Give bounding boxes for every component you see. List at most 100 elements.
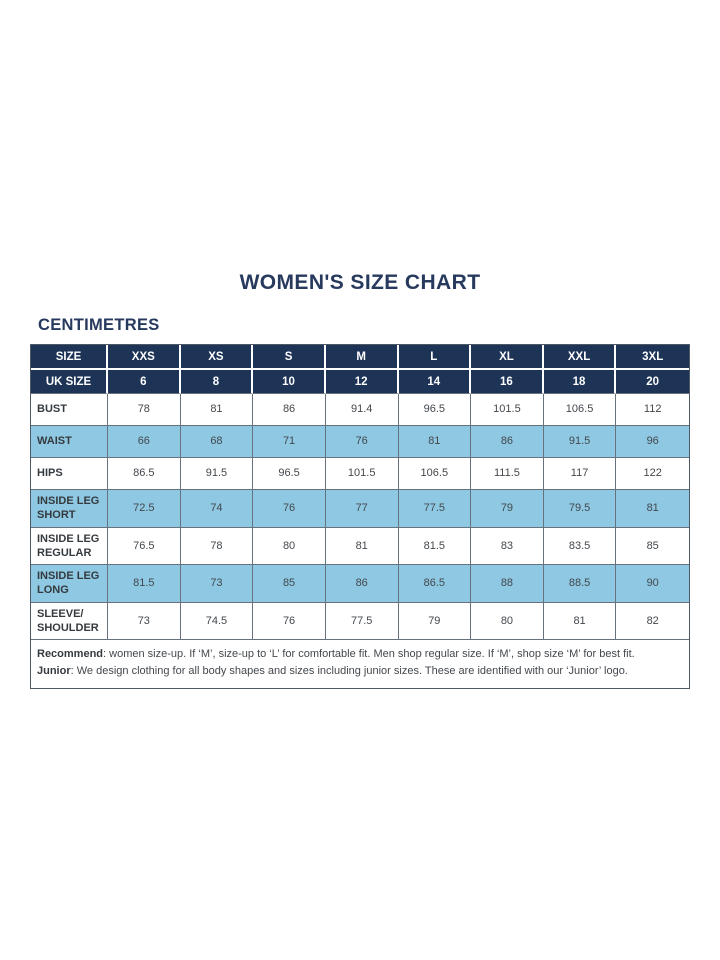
- size-header-label: SIZE: [31, 345, 108, 370]
- size-chart-content: WOMEN'S SIZE CHART CENTIMETRES SIZE XXS XS…: [30, 271, 690, 690]
- size-value-cell: 72.5: [108, 490, 181, 528]
- size-chart-table-container: SIZE XXS XS S M L XL XXL 3XL UK SIZE 6 8 10 12 14 16 18…: [30, 344, 690, 690]
- table-row: BUST 78 81 86 91.4 96.5 101.5 106.5 112: [31, 394, 689, 426]
- size-value-cell: 86.5: [108, 458, 181, 490]
- size-value-cell: 122: [616, 458, 689, 490]
- table-row: INSIDE LEG REGULAR 76.5 78 80 81 81.5 83 83.5 85: [31, 527, 689, 566]
- size-value-cell: 106.5: [398, 458, 472, 490]
- size-value-cell: 78: [108, 394, 181, 426]
- size-value-cell: 76: [325, 426, 399, 458]
- size-value-cell: 88: [471, 565, 544, 603]
- uk-size-value: 18: [543, 370, 617, 394]
- size-value-cell: 81: [325, 527, 399, 566]
- size-value-cell: 76: [253, 602, 326, 641]
- size-value-cell: 73: [108, 602, 181, 641]
- uk-size-value: 10: [253, 370, 326, 394]
- footnote-row: Recommend: women size-up. If ‘M’, size-u…: [31, 640, 689, 689]
- size-value-cell: 80: [253, 527, 326, 566]
- size-column-header: S: [253, 345, 326, 370]
- size-value-cell: 96: [616, 426, 689, 458]
- size-value-cell: 91.5: [180, 458, 254, 490]
- row-label: INSIDE LEG LONG: [31, 565, 108, 603]
- row-label: BUST: [31, 394, 108, 426]
- row-label: INSIDE LEG REGULAR: [31, 527, 108, 566]
- table-row: INSIDE LEG LONG 81.5 73 85 86 86.5 88 88.5 90: [31, 565, 689, 603]
- size-column-header: 3XL: [616, 345, 689, 370]
- size-value-cell: 66: [108, 426, 181, 458]
- uk-size-value: 20: [616, 370, 689, 394]
- size-value-cell: 81: [398, 426, 472, 458]
- size-value-cell: 86: [253, 394, 326, 426]
- uk-size-value: 6: [108, 370, 181, 394]
- size-value-cell: 68: [180, 426, 254, 458]
- row-label: HIPS: [31, 458, 108, 490]
- table-row: SLEEVE/ SHOULDER 73 74.5 76 77.5 79 80 81 82: [31, 602, 689, 641]
- size-value-cell: 81.5: [398, 527, 472, 566]
- size-column-header: XXS: [108, 345, 181, 370]
- uk-size-value: 8: [180, 370, 254, 394]
- uk-size-header-row: UK SIZE 6 8 10 12 14 16 18 20: [31, 370, 689, 394]
- size-value-cell: 91.4: [325, 394, 399, 426]
- table-row: WAIST 66 68 71 76 81 86 91.5 96: [31, 426, 689, 458]
- size-value-cell: 86: [471, 426, 544, 458]
- size-value-cell: 79.5: [543, 490, 617, 528]
- size-value-cell: 78: [180, 527, 254, 566]
- size-value-cell: 83: [471, 527, 544, 566]
- size-value-cell: 86: [325, 565, 399, 603]
- uk-size-value: 12: [325, 370, 399, 394]
- size-column-header: XS: [180, 345, 254, 370]
- size-value-cell: 79: [471, 490, 544, 528]
- size-value-cell: 71: [253, 426, 326, 458]
- size-column-header: L: [398, 345, 472, 370]
- uk-size-header-label: UK SIZE: [31, 370, 108, 394]
- size-value-cell: 82: [616, 602, 689, 641]
- size-column-header: XXL: [543, 345, 617, 370]
- size-value-cell: 76.5: [108, 527, 181, 566]
- table-row: HIPS 86.5 91.5 96.5 101.5 106.5 111.5 117 122: [31, 458, 689, 490]
- size-value-cell: 88.5: [543, 565, 617, 603]
- row-label: INSIDE LEG SHORT: [31, 490, 108, 528]
- size-value-cell: 101.5: [325, 458, 399, 490]
- footnote-recommend-line: Recommend: women size-up. If ‘M’, size-u…: [37, 646, 681, 663]
- size-value-cell: 74.5: [180, 602, 254, 641]
- size-value-cell: 81: [543, 602, 617, 641]
- size-value-cell: 85: [253, 565, 326, 603]
- size-value-cell: 77: [325, 490, 399, 528]
- footnote-junior-text: : We design clothing for all body shapes…: [70, 665, 628, 678]
- footnote-recommend-text: : women size-up. If ‘M’, size-up to ‘L’ …: [103, 648, 635, 661]
- size-value-cell: 86.5: [398, 565, 472, 603]
- size-value-cell: 80: [471, 602, 544, 641]
- size-column-header: XL: [471, 345, 544, 370]
- size-table-body: BUST 78 81 86 91.4 96.5 101.5 106.5 112 WAIST 66 68…: [31, 394, 689, 641]
- size-value-cell: 77.5: [398, 490, 472, 528]
- uk-size-value: 16: [471, 370, 544, 394]
- size-column-header: M: [325, 345, 399, 370]
- size-value-cell: 91.5: [543, 426, 617, 458]
- size-value-cell: 83.5: [543, 527, 617, 566]
- size-value-cell: 85: [616, 527, 689, 566]
- size-value-cell: 111.5: [471, 458, 544, 490]
- size-value-cell: 106.5: [543, 394, 617, 426]
- footnote-junior-line: Junior: We design clothing for all body …: [37, 663, 681, 680]
- uk-size-value: 14: [398, 370, 472, 394]
- size-value-cell: 112: [616, 394, 689, 426]
- size-value-cell: 73: [180, 565, 254, 603]
- size-table-header: SIZE XXS XS S M L XL XXL 3XL UK SIZE 6 8 10 12 14 16 18…: [31, 345, 689, 394]
- size-value-cell: 90: [616, 565, 689, 603]
- size-table-footer: Recommend: women size-up. If ‘M’, size-u…: [31, 640, 689, 689]
- size-value-cell: 76: [253, 490, 326, 528]
- table-footnote: Recommend: women size-up. If ‘M’, size-u…: [31, 640, 689, 689]
- size-value-cell: 81: [180, 394, 254, 426]
- table-row: INSIDE LEG SHORT 72.5 74 76 77 77.5 79 79.5 81: [31, 490, 689, 528]
- size-value-cell: 74: [180, 490, 254, 528]
- size-header-row: SIZE XXS XS S M L XL XXL 3XL: [31, 345, 689, 370]
- size-value-cell: 96.5: [253, 458, 326, 490]
- units-subtitle: CENTIMETRES: [38, 316, 160, 334]
- size-value-cell: 81: [616, 490, 689, 528]
- size-value-cell: 79: [398, 602, 472, 641]
- size-value-cell: 117: [543, 458, 617, 490]
- footnote-recommend-label: Recommend: [37, 648, 104, 661]
- size-value-cell: 81.5: [108, 565, 181, 603]
- footnote-junior-label: Junior: [37, 665, 71, 678]
